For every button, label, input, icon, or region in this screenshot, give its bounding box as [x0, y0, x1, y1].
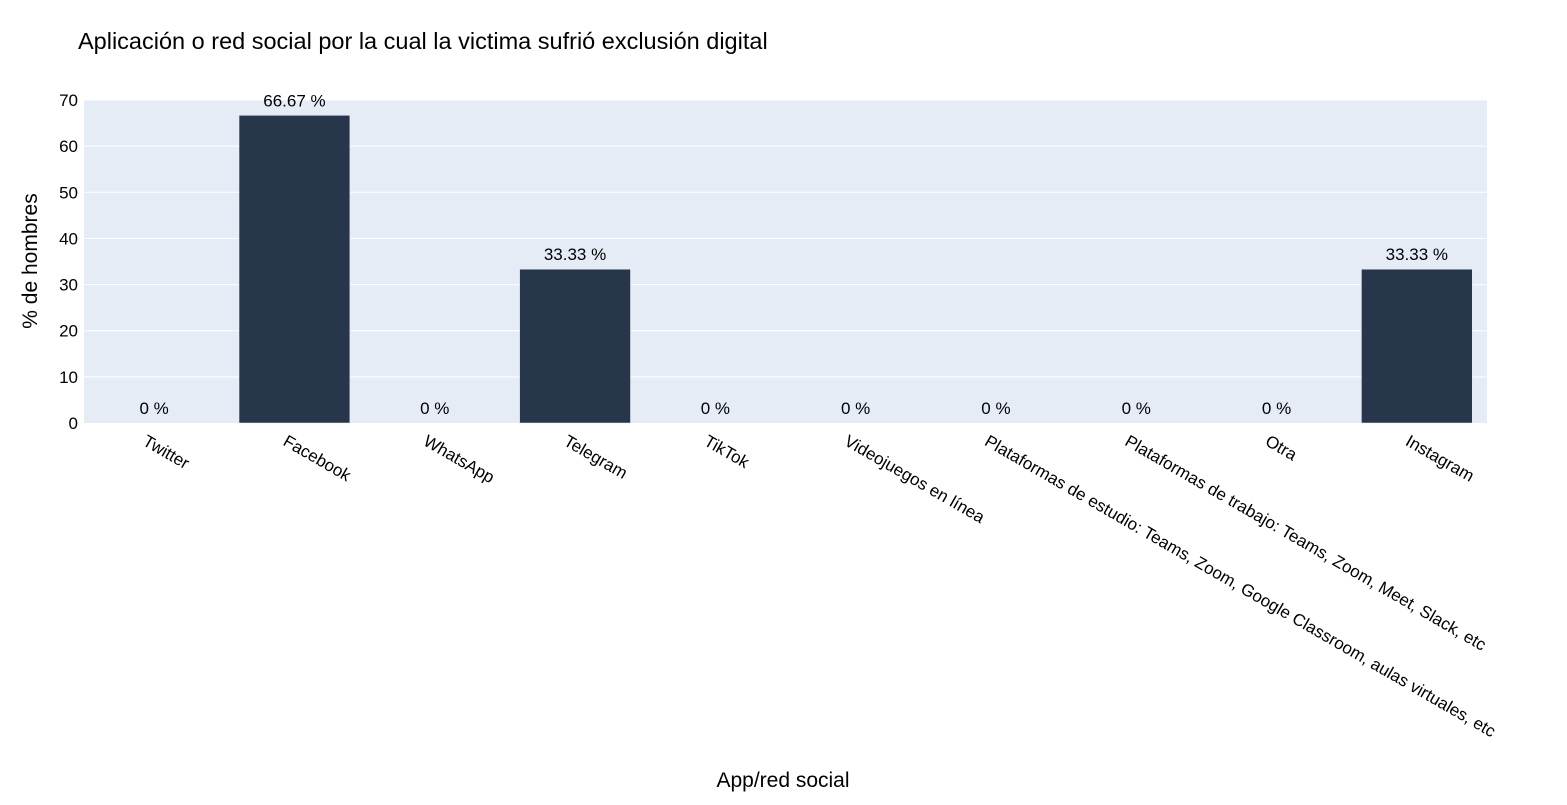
bar: [238, 115, 351, 424]
data-label: 33.33 %: [1386, 245, 1448, 264]
x-tick-label: TikTok: [701, 431, 753, 472]
x-axis-title: App/red social: [716, 769, 849, 792]
y-tick-label: 20: [59, 322, 78, 341]
data-label: 66.67 %: [263, 91, 325, 110]
data-label: 0 %: [1262, 399, 1291, 418]
data-label: 0 %: [701, 399, 730, 418]
y-tick-label: 40: [59, 229, 78, 248]
bars: [238, 115, 1473, 424]
y-tick-label: 0: [69, 414, 78, 433]
y-tick-label: 50: [59, 183, 78, 202]
chart-title: Aplicación o red social por la cual la v…: [78, 28, 768, 54]
x-tick-label: Facebook: [280, 431, 355, 485]
data-label: 33.33 %: [544, 245, 606, 264]
x-tick-label: Twitter: [140, 431, 193, 473]
y-tick-label: 30: [59, 276, 78, 295]
y-tick-label: 60: [59, 137, 78, 156]
x-tick-label: Instagram: [1402, 431, 1477, 485]
data-label: 0 %: [841, 399, 870, 418]
x-tick-label: Telegram: [561, 431, 631, 482]
x-tick-label: WhatsApp: [420, 431, 497, 487]
x-tick-label: Otra: [1262, 431, 1301, 464]
x-axis-ticks: Twitter Facebook WhatsApp Telegram TikTok Vid…: [140, 431, 1500, 741]
data-label: 0 %: [1122, 399, 1151, 418]
y-axis-ticks: 0 10 20 30 40 50 60 70: [59, 91, 78, 433]
bar: [1361, 268, 1473, 424]
y-tick-label: 10: [59, 368, 78, 387]
data-label: 0 %: [420, 399, 449, 418]
x-tick-label: Plataformas de estudio: Teams, Zoom, Goo…: [981, 431, 1499, 741]
data-label: 0 %: [981, 399, 1010, 418]
x-tick-label: Videojuegos en línea: [841, 431, 988, 527]
y-axis-title: % de hombres: [19, 193, 42, 328]
data-labels: 0 % 66.67 % 0 % 33.33 % 0 % 0 % 0 % 0 % 0 % 33.33…: [140, 91, 1449, 418]
data-label: 0 %: [140, 399, 169, 418]
y-tick-label: 70: [59, 91, 78, 110]
bar: [519, 268, 631, 424]
